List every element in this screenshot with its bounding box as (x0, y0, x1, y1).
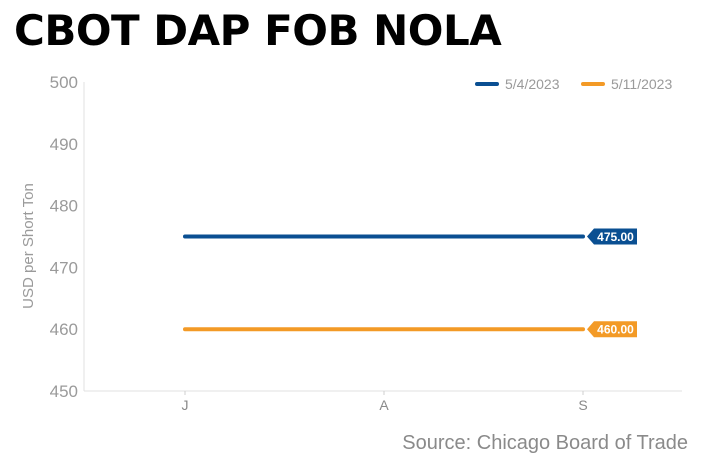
y-tick-label: 460 (50, 320, 78, 339)
x-tick-label: J (182, 397, 189, 413)
y-tick-label: 470 (50, 258, 78, 277)
y-tick-label: 480 (50, 197, 78, 216)
source-note: Source: Chicago Board of Trade (402, 432, 688, 454)
legend: 5/4/2023 5/11/2023 (475, 76, 672, 92)
chart-title: CBOT DAP FOB NOLA (14, 6, 502, 55)
series-layer: 475.00 460.00 (183, 228, 637, 338)
end-label-1: 475.00 (597, 230, 634, 244)
y-tick-label: 450 (50, 382, 78, 401)
y-tick-label: 500 (50, 73, 78, 92)
end-label-tag-2 (587, 321, 637, 338)
y-tick-labels: 450 460 470 480 490 500 (50, 73, 78, 401)
end-label-tag-1 (587, 228, 637, 245)
x-tick-label: A (379, 397, 389, 413)
legend-label-1: 5/4/2023 (505, 76, 560, 92)
y-axis-label: USD per Short Ton (20, 183, 37, 309)
x-tick-label: S (578, 397, 587, 413)
y-tick-label: 490 (50, 135, 78, 154)
end-label-2: 460.00 (597, 323, 634, 337)
legend-label-2: 5/11/2023 (611, 76, 672, 92)
